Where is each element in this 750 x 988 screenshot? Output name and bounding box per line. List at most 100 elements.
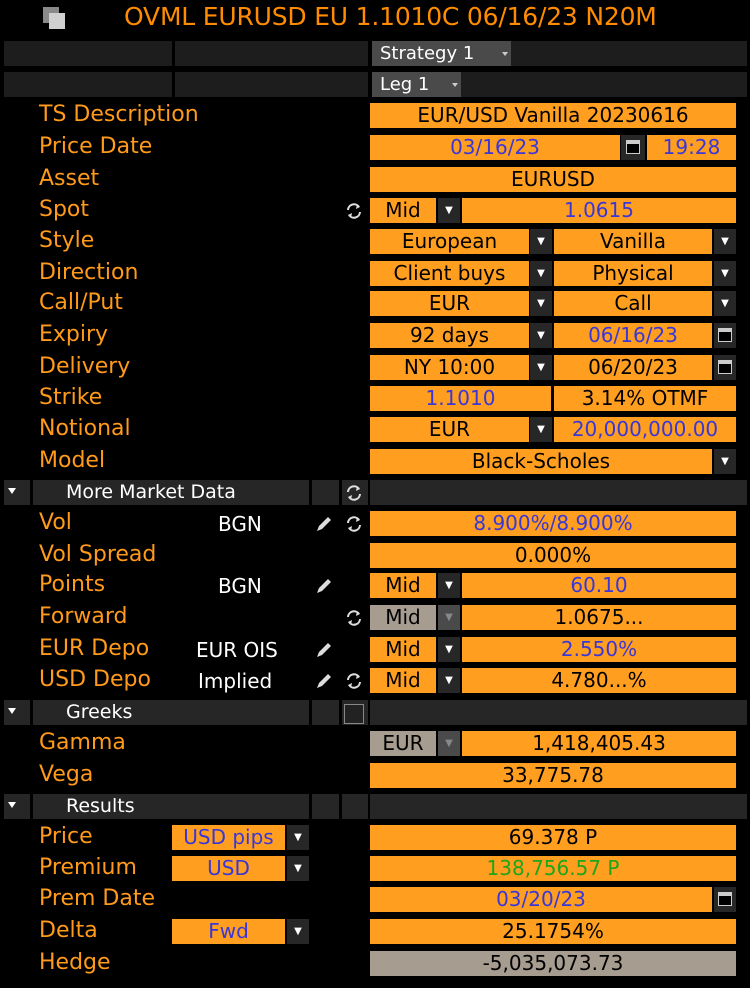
eur-depo-row: EUR Depo EUR OIS Mid ▼ 2.550% (0, 634, 750, 665)
forward-side-dropdown[interactable]: Mid (370, 605, 436, 630)
delta-type-dropdown[interactable]: Fwd (172, 919, 285, 944)
model-dropdown[interactable]: Black-Scholes (370, 449, 712, 474)
price-label: Price (39, 824, 93, 849)
chevron-down-icon[interactable]: ▼ (714, 261, 736, 286)
ts-description-field[interactable]: EUR/USD Vanilla 20230616 (370, 103, 736, 128)
chevron-down-icon[interactable]: ▼ (530, 355, 552, 380)
notional-ccy-dropdown[interactable]: EUR (370, 417, 529, 442)
leg-dropdown[interactable]: Leg 1 (372, 72, 466, 97)
section-label: More Market Data (66, 481, 236, 503)
refresh-icon[interactable] (344, 201, 364, 221)
chevron-down-icon[interactable]: ▼ (438, 605, 460, 630)
prem-date-field[interactable]: 03/20/23 (370, 887, 712, 912)
notional-field[interactable]: 20,000,000.00 (554, 417, 736, 442)
delivery-cut-dropdown[interactable]: NY 10:00 (370, 355, 529, 380)
vol-field[interactable]: 8.900%/8.900% (370, 511, 736, 536)
style-type-dropdown[interactable]: European (370, 229, 529, 254)
chevron-down-icon[interactable]: ▼ (287, 919, 309, 944)
points-field[interactable]: 60.10 (462, 573, 736, 598)
style-variant-dropdown[interactable]: Vanilla (554, 229, 712, 254)
vol-label: Vol (39, 510, 72, 535)
spot-side-dropdown[interactable]: Mid (370, 198, 436, 223)
expiry-row: Expiry 92 days ▼ 06/16/23 (0, 320, 750, 351)
chevron-down-icon[interactable]: ▼ (714, 449, 736, 474)
window-pages-icon[interactable] (42, 6, 68, 30)
chevron-down-icon[interactable]: ▼ (530, 229, 552, 254)
gamma-ccy-dropdown[interactable]: EUR (370, 731, 436, 756)
premium-label: Premium (39, 855, 137, 880)
pencil-icon[interactable] (314, 576, 334, 596)
refresh-icon[interactable] (344, 514, 364, 534)
greeks-checkbox[interactable] (344, 704, 364, 724)
premium-ccy-dropdown[interactable]: USD (172, 856, 285, 881)
usd-depo-field[interactable]: 4.780...% (462, 668, 736, 693)
call-put-type-dropdown[interactable]: Call (554, 291, 712, 316)
chevron-down-icon[interactable]: ▼ (438, 668, 460, 693)
refresh-icon[interactable] (344, 671, 364, 691)
vol-spread-field[interactable]: 0.000% (370, 543, 736, 568)
model-row: Model Black-Scholes ▼ (0, 446, 750, 477)
expiry-calendar-button[interactable] (714, 323, 736, 348)
forward-field[interactable]: 1.0675... (462, 605, 736, 630)
vega-label: Vega (39, 762, 94, 787)
price-unit-dropdown[interactable]: USD pips (172, 825, 285, 850)
pencil-icon[interactable] (314, 640, 334, 660)
chevron-down-icon[interactable]: ▼ (438, 637, 460, 662)
greeks-section-header[interactable]: Greeks (0, 697, 750, 728)
forward-row: Forward Mid ▼ 1.0675... (0, 602, 750, 633)
chevron-down-icon[interactable]: ▼ (714, 291, 736, 316)
price-date-calendar-button[interactable] (621, 135, 645, 160)
strike-moneyness-field[interactable]: 3.14% OTMF (554, 386, 736, 411)
expiry-tenor-dropdown[interactable]: 92 days (370, 323, 529, 348)
spot-field[interactable]: 1.0615 (462, 198, 736, 223)
price-time-field[interactable]: 19:28 (647, 135, 736, 160)
points-side-dropdown[interactable]: Mid (370, 573, 436, 598)
delta-field[interactable]: 25.1754% (370, 919, 736, 944)
delta-row: Delta Fwd ▼ 25.1754% (0, 916, 750, 947)
refresh-icon[interactable] (344, 483, 364, 503)
refresh-icon[interactable] (344, 608, 364, 628)
points-source: BGN (218, 574, 262, 598)
collapse-toggle-icon[interactable] (8, 708, 16, 714)
price-field[interactable]: 69.378 P (370, 825, 736, 850)
price-date-field[interactable]: 03/16/23 (370, 135, 620, 160)
vega-field[interactable]: 33,775.78 (370, 763, 736, 788)
call-put-ccy-dropdown[interactable]: EUR (370, 291, 529, 316)
collapse-toggle-icon[interactable] (8, 488, 16, 494)
prem-date-calendar-button[interactable] (714, 887, 736, 912)
settlement-dropdown[interactable]: Physical (554, 261, 712, 286)
chevron-down-icon[interactable]: ▼ (530, 291, 552, 316)
chevron-down-icon[interactable]: ▼ (714, 229, 736, 254)
usd-depo-side-dropdown[interactable]: Mid (370, 668, 436, 693)
pencil-icon[interactable] (314, 671, 334, 691)
market-data-section-header[interactable]: More Market Data (0, 477, 750, 508)
strategy-dropdown[interactable]: Strategy 1 (372, 41, 516, 66)
direction-dropdown[interactable]: Client buys (370, 261, 529, 286)
asset-field[interactable]: EURUSD (370, 167, 736, 192)
pencil-icon[interactable] (314, 514, 334, 534)
chevron-down-icon[interactable]: ▼ (530, 261, 552, 286)
chevron-down-icon[interactable]: ▼ (438, 573, 460, 598)
chevron-down-icon[interactable]: ▼ (287, 825, 309, 850)
strike-field[interactable]: 1.1010 (370, 386, 551, 411)
page-title: OVML EURUSD EU 1.1010C 06/16/23 N20M (124, 2, 657, 31)
premium-field[interactable]: 138,756.57 P (370, 856, 736, 881)
eur-depo-field[interactable]: 2.550% (462, 637, 736, 662)
chevron-down-icon[interactable]: ▼ (438, 731, 460, 756)
gamma-field[interactable]: 1,418,405.43 (462, 731, 736, 756)
delivery-date-field[interactable]: 06/20/23 (554, 355, 712, 380)
results-section-header[interactable]: Results (0, 791, 750, 822)
chevron-down-icon[interactable]: ▼ (438, 198, 460, 223)
eur-depo-side-dropdown[interactable]: Mid (370, 637, 436, 662)
chevron-down-icon[interactable]: ▼ (530, 417, 552, 442)
points-row: Points BGN Mid ▼ 60.10 (0, 570, 750, 601)
chevron-down-icon[interactable]: ▼ (530, 323, 552, 348)
chevron-down-icon[interactable]: ▼ (287, 856, 309, 881)
usd-depo-source: Implied (198, 669, 273, 693)
strategy-row: Strategy 1 (0, 40, 750, 68)
collapse-toggle-icon[interactable] (8, 802, 16, 808)
section-label: Greeks (66, 701, 133, 723)
style-label: Style (39, 228, 95, 253)
expiry-date-field[interactable]: 06/16/23 (554, 323, 712, 348)
delivery-calendar-button[interactable] (714, 355, 736, 380)
